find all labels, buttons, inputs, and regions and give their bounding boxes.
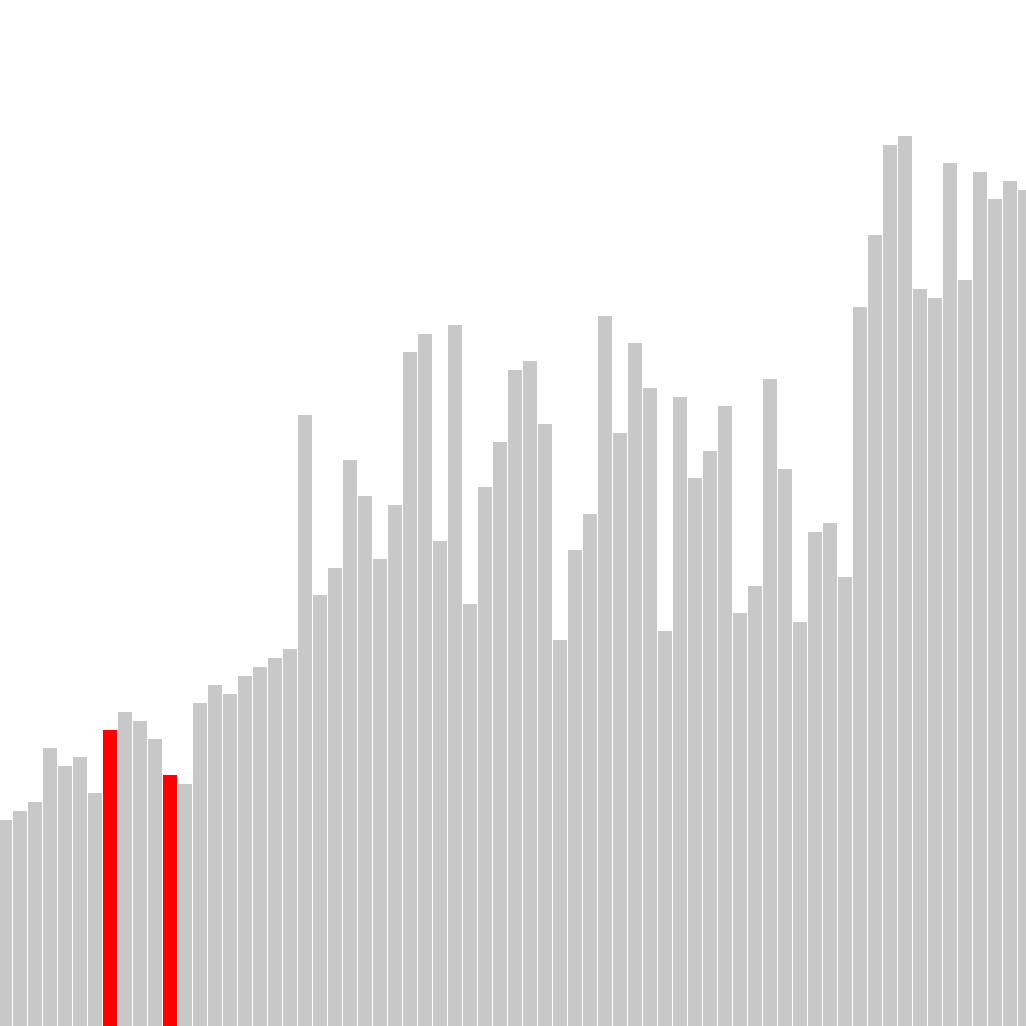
bar [673,397,687,1026]
bar [148,739,162,1026]
bar [808,532,822,1026]
bar [718,406,732,1026]
bar [643,388,657,1026]
bar [358,496,372,1026]
bar [433,541,447,1026]
bar [28,802,42,1026]
bar [178,784,192,1026]
bar [223,694,237,1026]
bar [1003,181,1017,1026]
bar [448,325,462,1026]
bar [988,199,1002,1026]
bar [343,460,357,1026]
bar [598,316,612,1026]
bar [418,334,432,1026]
bar [913,289,927,1026]
bar [508,370,522,1026]
bar-highlighted [103,730,117,1026]
bar [613,433,627,1026]
bar-series [0,136,1026,1026]
bar [583,514,597,1026]
bar [838,577,852,1026]
bar [493,442,507,1026]
bar [958,280,972,1026]
bar [118,712,132,1026]
bar [208,685,222,1026]
bar [553,640,567,1026]
bar [373,559,387,1026]
bar [658,631,672,1026]
bar [313,595,327,1026]
bar [538,424,552,1026]
bar [268,658,282,1026]
bar [298,415,312,1026]
bar [778,469,792,1026]
bar [253,667,267,1026]
bar [88,793,102,1026]
bar [823,523,837,1026]
bar [388,505,402,1026]
bar [478,487,492,1026]
bar-highlighted [163,775,177,1026]
bar [238,676,252,1026]
bar [853,307,867,1026]
bar [868,235,882,1026]
bar [763,379,777,1026]
bar [703,451,717,1026]
bar [283,649,297,1026]
bar [943,163,957,1026]
bar [0,820,12,1026]
bar [193,703,207,1026]
bar [628,343,642,1026]
bar [328,568,342,1026]
bar [793,622,807,1026]
bar [883,145,897,1026]
bar [1018,190,1026,1026]
bar [748,586,762,1026]
bar [43,748,57,1026]
bar [133,721,147,1026]
bar [733,613,747,1026]
bar [58,766,72,1026]
bar [688,478,702,1026]
bar [973,172,987,1026]
bar [898,136,912,1026]
bar [73,757,87,1026]
bar [463,604,477,1026]
bar [13,811,27,1026]
bar [928,298,942,1026]
bar [568,550,582,1026]
bar [403,352,417,1026]
bar [523,361,537,1026]
